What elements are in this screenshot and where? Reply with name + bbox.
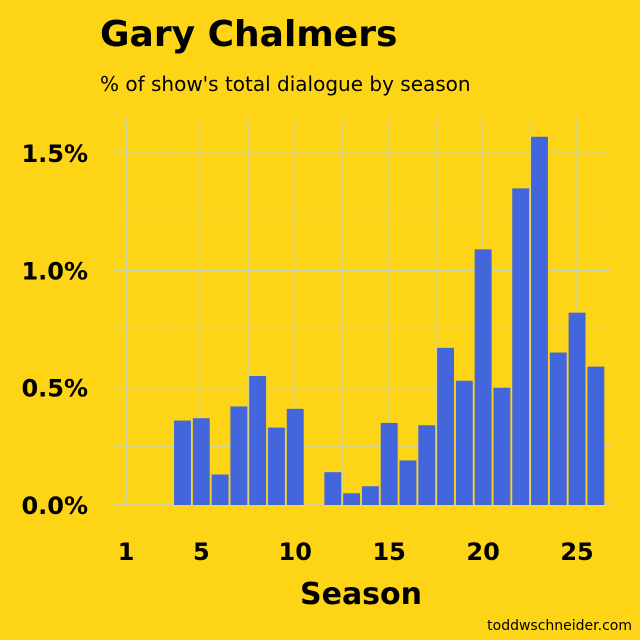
bar-season-6	[211, 474, 229, 505]
x-tick-label: 5	[193, 538, 210, 566]
x-tick-label: 1	[118, 538, 135, 566]
bar-season-15	[380, 422, 398, 505]
bar-season-24	[549, 352, 567, 505]
x-tick-label: 20	[466, 538, 499, 566]
bar-season-12	[324, 472, 342, 505]
x-tick-labels: 1 5 10 15 20 25	[118, 538, 594, 566]
y-tick-label: 1.5%	[21, 140, 88, 168]
y-tick-label: 0.0%	[21, 492, 88, 520]
y-tick-label: 1.0%	[21, 257, 88, 285]
bar-season-26	[587, 366, 605, 505]
chart-title: Gary Chalmers	[100, 14, 398, 55]
bar-season-14	[361, 486, 379, 505]
bar-season-18	[437, 347, 454, 505]
bar-season-25	[568, 312, 586, 505]
bar-season-16	[399, 460, 417, 505]
x-axis-label: Season	[300, 577, 422, 612]
credit-text: toddwschneider.com	[487, 618, 632, 634]
bar-season-7	[230, 406, 248, 505]
bar-season-13	[343, 493, 361, 505]
bar-season-5	[192, 418, 210, 505]
bar-season-4	[174, 420, 191, 505]
y-tick-labels: 0.0% 0.5% 1.0% 1.5%	[21, 140, 88, 520]
bar-season-10	[286, 408, 304, 505]
bar-season-23	[531, 136, 548, 505]
bar-season-22	[512, 188, 530, 505]
chart-subtitle: % of show's total dialogue by season	[100, 72, 471, 96]
bars	[174, 136, 605, 505]
bar-season-8	[249, 376, 267, 505]
x-tick-label: 25	[560, 538, 593, 566]
bar-season-17	[418, 425, 436, 505]
bar-season-9	[268, 427, 285, 505]
bar-season-21	[493, 387, 511, 505]
y-tick-label: 0.5%	[21, 375, 88, 403]
x-tick-label: 10	[279, 538, 312, 566]
bar-season-20	[474, 249, 492, 505]
bar-season-19	[455, 380, 473, 505]
x-tick-label: 15	[372, 538, 405, 566]
